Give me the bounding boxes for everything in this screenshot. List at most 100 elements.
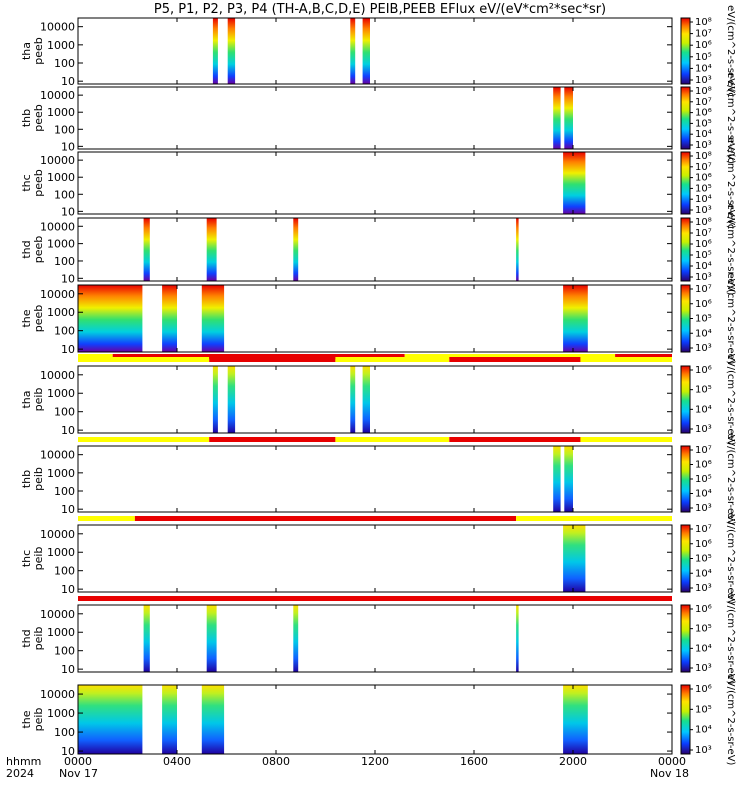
colorbar-units: eV/(cm^2-s-sr-eV) — [725, 137, 736, 229]
y-tick-label: 10000 — [40, 89, 75, 102]
y-tick-label: 10 — [61, 272, 75, 285]
colorbar-tick-label: 10⁵ — [695, 118, 712, 129]
y-tick-label: 10000 — [40, 288, 75, 301]
colorbar-tick-label: 10⁵ — [695, 52, 712, 63]
colorbar-tick-label: 10⁴ — [695, 643, 712, 654]
y-tick-label: 1000 — [47, 238, 75, 251]
colorbar-units: eV/(cm^2-s-sr-eV) — [725, 674, 736, 766]
panel-frame — [77, 86, 673, 150]
y-tick-label: 1000 — [47, 39, 75, 52]
y-tick-label: 100 — [54, 565, 75, 578]
colorbar-tick-label: 10⁵ — [695, 314, 712, 325]
colorbar-tick-label: 10⁷ — [695, 524, 712, 535]
x-tick-label: 0000 — [658, 755, 686, 768]
y-tick-label: 100 — [54, 255, 75, 268]
panel-thd-peib: 10 100 1000 10000 thdpeib 10⁶ 10⁵ 10⁴ 10³ eV/(cm^… — [20, 593, 736, 685]
colorbar-tick-label: 10⁶ — [695, 460, 712, 471]
colorbar-tick-label: 10⁵ — [695, 183, 712, 194]
mode-bar-segment — [615, 354, 672, 359]
time-axis-label-hhmm: hhmm — [6, 755, 41, 768]
colorbar-tick-label: 10⁴ — [695, 261, 712, 272]
panel-the-peeb: 10 100 1000 10000 thepeeb 10⁷ 10⁶ 10⁵ 10⁴ 10³ eV/(… — [20, 273, 736, 365]
colorbar-tick-label: 10⁶ — [695, 173, 712, 184]
x-tick-label: 0800 — [262, 755, 290, 768]
data-interval-thc-peib-1 — [563, 525, 586, 592]
colorbar-tick-label: 10⁴ — [695, 328, 712, 339]
colorbar-tick-label: 10⁴ — [695, 489, 712, 500]
x-tick-label: 1600 — [460, 755, 488, 768]
y-tick-label: 100 — [54, 57, 75, 70]
colorbar-units: eV/(cm^2-s-sr-eV) — [725, 354, 736, 446]
panel-label-species: peib — [32, 627, 45, 651]
mode-bar-segment — [78, 354, 113, 359]
y-tick-label: 1000 — [47, 626, 75, 639]
panel-label-species: peeb — [32, 37, 45, 65]
y-tick-label: 10000 — [40, 220, 75, 233]
panel-label: thapeeb — [20, 37, 45, 65]
colorbar-tick-label: 10⁶ — [695, 239, 712, 250]
colorbar-units: eV/(cm^2-s-sr-eV) — [725, 433, 736, 525]
colorbar — [680, 217, 691, 282]
data-interval-thd-peeb-1 — [143, 218, 150, 281]
data-interval-tha-peeb-4 — [362, 18, 370, 84]
mode-bar-segment — [134, 516, 517, 521]
data-interval-the-peeb-4 — [563, 285, 588, 352]
colorbar-tick-label: 10⁵ — [695, 624, 712, 635]
y-tick-label: 100 — [54, 485, 75, 498]
panel-label-probe: tha — [20, 42, 33, 60]
data-interval-thb-peib-1 — [553, 446, 561, 512]
panel-label-probe: the — [20, 710, 33, 728]
panel-label-species: peib — [32, 547, 45, 571]
colorbar-tick-label: 10⁶ — [695, 365, 712, 376]
data-interval-tha-peib-1 — [212, 366, 218, 433]
y-tick-label: 1000 — [47, 467, 75, 480]
colorbar-tick-label: 10⁴ — [695, 194, 712, 205]
panel-thb-peib: 10 100 1000 10000 thbpeib 10⁷ 10⁶ 10⁵ 10⁴ 10³ eV/(… — [20, 433, 736, 525]
data-interval-the-peib-2 — [162, 685, 177, 754]
mode-bar-segment — [78, 596, 672, 601]
panel-label-probe: the — [20, 309, 33, 327]
panel-label-probe: thc — [20, 550, 33, 567]
data-interval-the-peib-1 — [78, 685, 143, 754]
panel-label: thcpeib — [20, 547, 45, 571]
panel-label-species: peib — [32, 388, 45, 412]
data-interval-thc-peeb-1 — [563, 152, 586, 214]
data-interval-thb-peeb-2 — [564, 87, 573, 149]
x-tick-label: 0000 — [64, 755, 92, 768]
panel-label-probe: thc — [20, 174, 33, 191]
y-tick-label: 10 — [61, 583, 75, 596]
colorbar-tick-label: 10⁴ — [695, 404, 712, 415]
data-interval-thb-peib-2 — [564, 446, 573, 512]
colorbar-tick-label: 10⁵ — [695, 250, 712, 261]
colorbar-tick-label: 10⁸ — [695, 217, 712, 228]
colorbar-tick-label: 10⁷ — [695, 228, 712, 239]
data-interval-thd-peeb-4 — [516, 218, 519, 281]
panel-label-species: peib — [32, 467, 45, 491]
y-tick-label: 100 — [54, 645, 75, 658]
mode-bar-segment — [449, 437, 581, 442]
data-interval-tha-peib-3 — [350, 366, 356, 433]
colorbar-tick-label: 10³ — [695, 140, 712, 151]
mode-bar-segment — [580, 437, 672, 442]
y-tick-label: 10000 — [40, 369, 75, 382]
mode-bar-segment — [209, 357, 336, 362]
panel-label-species: peeb — [32, 169, 45, 197]
colorbar — [680, 445, 691, 513]
data-interval-tha-peeb-2 — [227, 18, 236, 84]
colorbar-tick-label: 10³ — [695, 583, 712, 594]
panel-label: thepeeb — [20, 305, 45, 333]
colorbar-units: eV/(cm^2-s-sr-eV) — [725, 72, 736, 164]
data-interval-the-peib-3 — [201, 685, 225, 754]
y-tick-label: 1000 — [47, 306, 75, 319]
data-interval-thd-peib-3 — [293, 605, 299, 672]
y-tick-label: 10000 — [40, 449, 75, 462]
colorbar-tick-label: 10⁷ — [695, 284, 712, 295]
y-tick-label: 10 — [61, 205, 75, 218]
panel-frame — [77, 445, 673, 513]
y-tick-label: 100 — [54, 406, 75, 419]
colorbar-tick-label: 10³ — [695, 343, 712, 354]
colorbar-tick-label: 10³ — [695, 75, 712, 86]
mode-bar-segment — [580, 357, 672, 362]
data-interval-thb-peeb-1 — [553, 87, 561, 149]
